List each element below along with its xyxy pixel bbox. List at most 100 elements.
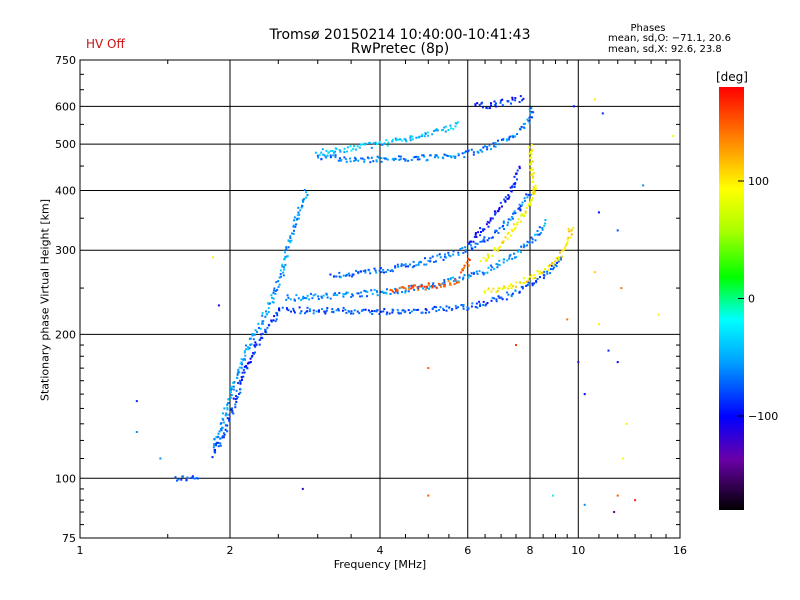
echo-point xyxy=(329,297,332,300)
echo-point xyxy=(532,177,534,180)
echo-point xyxy=(532,186,535,189)
echo-point xyxy=(346,146,349,149)
echo-point xyxy=(502,138,505,141)
echo-point xyxy=(230,396,232,399)
echo-point xyxy=(324,310,327,313)
echo-point xyxy=(195,477,198,480)
echo-point xyxy=(444,256,447,259)
echo-point xyxy=(394,157,397,160)
echo-point xyxy=(395,288,398,291)
echo-point xyxy=(276,314,279,317)
echo-point xyxy=(534,187,537,190)
echo-point xyxy=(314,151,317,154)
echo-point xyxy=(444,154,447,156)
phases-x-mode-stats: mean, sd,X: 92.6, 23.8 xyxy=(608,44,722,55)
echo-point xyxy=(457,152,460,155)
echo-point xyxy=(518,101,521,103)
echo-point xyxy=(529,193,532,196)
echo-point xyxy=(556,261,558,264)
echo-point xyxy=(386,288,388,291)
echo-point xyxy=(272,291,275,294)
echo-point xyxy=(487,287,490,290)
echo-point xyxy=(509,186,512,189)
echo-point xyxy=(389,288,392,291)
echo-point xyxy=(497,231,500,234)
echo-point xyxy=(408,263,411,266)
echo-point xyxy=(531,284,534,287)
echo-point xyxy=(223,407,226,410)
echo-point xyxy=(320,295,323,298)
echo-point xyxy=(277,285,280,288)
echo-point xyxy=(427,283,430,286)
echo-point xyxy=(293,311,296,314)
echo-point xyxy=(347,272,350,275)
echo-point xyxy=(243,358,246,360)
echo-point xyxy=(243,371,246,374)
echo-point xyxy=(502,286,505,289)
echo-point xyxy=(241,363,243,366)
echo-point xyxy=(378,141,381,143)
echo-point xyxy=(355,269,357,272)
echo-point xyxy=(407,290,410,293)
echo-point xyxy=(463,151,466,154)
echo-point xyxy=(488,107,491,110)
echo-point xyxy=(400,265,403,267)
echo-point xyxy=(451,308,454,310)
echo-point xyxy=(374,269,377,272)
echo-point xyxy=(211,456,214,459)
echo-point xyxy=(293,219,296,222)
echo-point xyxy=(230,386,232,389)
echo-point xyxy=(334,150,337,153)
echo-point xyxy=(474,305,477,308)
echo-point xyxy=(404,263,407,266)
echo-point xyxy=(497,287,500,290)
echo-point xyxy=(260,333,263,336)
echo-point xyxy=(366,295,368,298)
echo-point xyxy=(334,154,337,157)
echo-point xyxy=(410,310,413,313)
echo-point xyxy=(551,262,553,264)
echo-point xyxy=(358,146,361,149)
echo-point xyxy=(420,261,422,264)
echo-point xyxy=(418,135,421,138)
echo-point xyxy=(218,430,221,433)
echo-point xyxy=(233,381,236,384)
echo-point xyxy=(389,293,392,295)
echo-point xyxy=(255,343,258,346)
echo-point xyxy=(360,270,362,273)
echo-point xyxy=(490,290,493,293)
echo-point xyxy=(222,418,225,421)
echo-point xyxy=(498,208,501,211)
echo-point xyxy=(514,289,517,292)
echo-point xyxy=(227,398,230,401)
echo-point xyxy=(383,142,386,145)
echo-point xyxy=(382,268,385,271)
echo-point xyxy=(410,159,413,161)
echo-point xyxy=(353,160,356,162)
echo-point xyxy=(356,292,359,295)
echo-point xyxy=(298,306,301,309)
echo-point xyxy=(249,361,252,363)
echo-point xyxy=(456,121,459,124)
echo-point xyxy=(235,389,238,392)
echo-point xyxy=(290,239,293,242)
echo-point xyxy=(271,296,273,299)
echo-point xyxy=(419,285,421,288)
echo-point xyxy=(532,277,535,280)
echo-point xyxy=(283,268,285,271)
echo-point xyxy=(476,272,479,275)
echo-point xyxy=(235,395,238,397)
echo-point xyxy=(431,255,434,258)
echo-point xyxy=(349,160,352,163)
echo-point xyxy=(316,154,319,157)
y-tick-label: 750 xyxy=(55,54,76,67)
echo-point xyxy=(253,333,256,336)
echo-point xyxy=(522,123,525,125)
echo-point xyxy=(528,201,531,204)
echo-point xyxy=(267,302,270,305)
echo-point xyxy=(270,320,273,323)
echo-point xyxy=(259,327,262,330)
echo-point xyxy=(385,292,388,295)
echo-point xyxy=(232,388,235,391)
echo-point xyxy=(458,276,461,279)
